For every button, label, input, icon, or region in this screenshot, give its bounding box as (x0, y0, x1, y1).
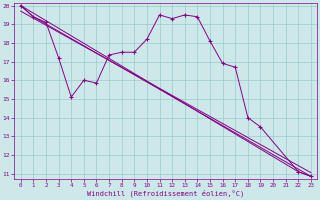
X-axis label: Windchill (Refroidissement éolien,°C): Windchill (Refroidissement éolien,°C) (87, 190, 244, 197)
